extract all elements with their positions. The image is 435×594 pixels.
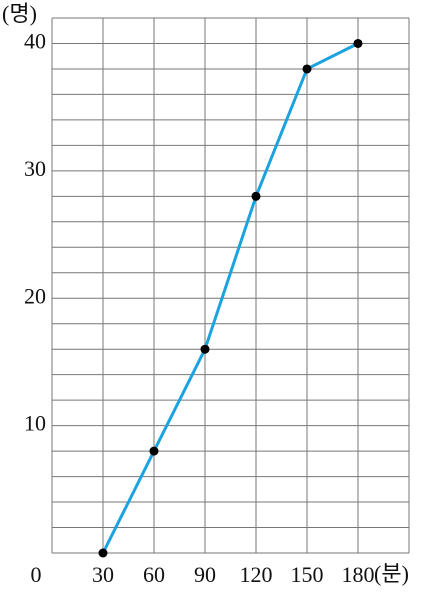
data-point	[353, 38, 363, 48]
origin-label: 0	[31, 562, 42, 587]
y-tick-label: 20	[24, 283, 46, 308]
x-tick-label: 180	[342, 562, 375, 587]
x-tick-label: 30	[92, 562, 114, 587]
data-point	[200, 344, 210, 354]
data-point	[251, 191, 261, 201]
y-tick-label: 40	[24, 29, 46, 54]
y-unit: (명)	[2, 1, 37, 26]
x-tick-label: 60	[143, 562, 165, 587]
data-line	[101, 42, 359, 554]
x-unit: (분)	[374, 561, 409, 586]
x-tick-label: 150	[291, 562, 324, 587]
x-tick-label: 120	[240, 562, 273, 587]
data-point	[149, 446, 159, 456]
x-tick-label: 90	[194, 562, 216, 587]
data-point	[302, 64, 312, 74]
data-point	[98, 548, 108, 558]
y-tick-label: 30	[24, 156, 46, 181]
y-tick-label: 10	[24, 411, 46, 436]
